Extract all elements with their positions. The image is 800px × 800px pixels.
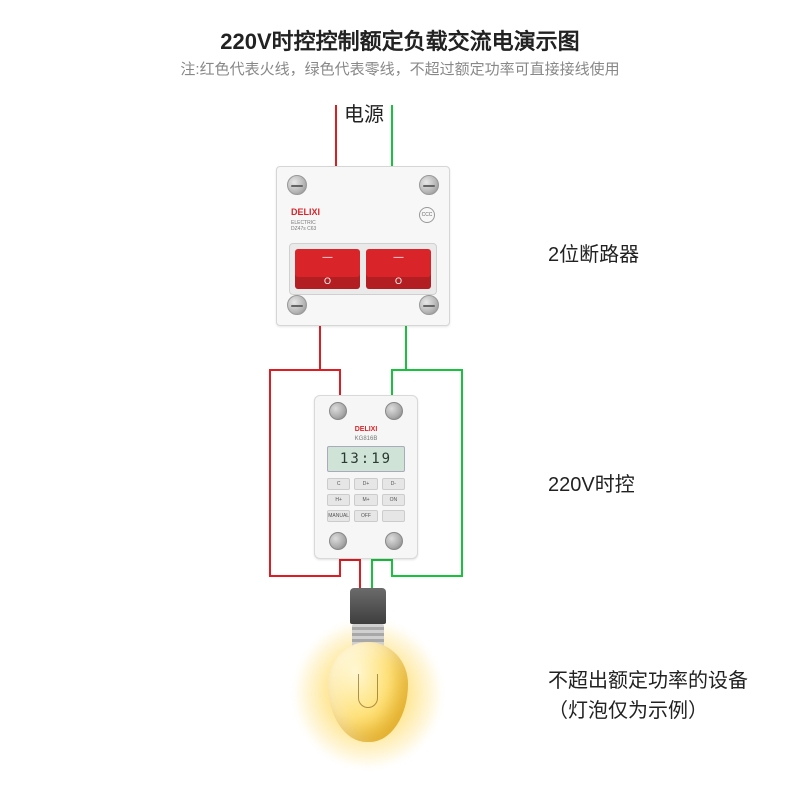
breaker-screw-icon	[419, 295, 439, 315]
breaker-top-terminals	[287, 175, 439, 197]
label-power: 电源	[344, 98, 384, 127]
breaker-screw-icon	[287, 175, 307, 195]
neutral-wire	[392, 326, 406, 397]
breaker-rocker-well	[289, 243, 437, 295]
label-load-line1: 不超出额定功率的设备	[548, 670, 748, 692]
timer-button: D+	[354, 478, 377, 490]
timer-button: D-	[382, 478, 405, 490]
live-wire	[340, 560, 360, 590]
timer-brand: DELIXI	[315, 426, 417, 433]
timer-button: H+	[327, 494, 350, 506]
timer-switch: DELIXI KG816B 13:19 C D+ D- H+ M+ ON MAN…	[314, 395, 418, 559]
breaker-rocker	[366, 249, 431, 289]
live-wire	[320, 326, 340, 397]
timer-button: MANUAL	[327, 510, 350, 522]
timer-top-terminals	[329, 402, 403, 422]
bulb-socket	[350, 588, 386, 624]
breaker-screw-icon	[419, 175, 439, 195]
timer-button: OFF	[354, 510, 377, 522]
light-bulb	[312, 588, 424, 758]
timer-lcd: 13:19	[327, 446, 405, 472]
page-subtitle: 注:红色代表火线，绿色代表零线，不超过额定功率可直接接线使用	[0, 58, 800, 79]
timer-button: C	[327, 478, 350, 490]
timer-terminal-icon	[329, 402, 347, 420]
page-title: 220V时控控制额定负载交流电演示图	[0, 24, 800, 56]
breaker-brand: DELIXI	[291, 207, 320, 217]
label-breaker: 2位断路器	[548, 238, 639, 267]
bulb-filament-icon	[358, 674, 378, 708]
label-timer: 220V时控	[548, 468, 635, 497]
timer-terminal-icon	[385, 532, 403, 550]
timer-buttons: C D+ D- H+ M+ ON MANUAL OFF	[327, 478, 405, 522]
circuit-breaker: DELIXI ELECTRIC DZ47s C63 CCC	[276, 166, 450, 326]
timer-button: M+	[354, 494, 377, 506]
breaker-rocker	[295, 249, 360, 289]
breaker-rating: C63	[307, 226, 316, 232]
timer-bottom-terminals	[329, 532, 403, 552]
neutral-wire	[372, 560, 392, 590]
timer-model: KG816B	[315, 436, 417, 442]
timer-button: ON	[382, 494, 405, 506]
timer-button	[382, 510, 405, 522]
timer-terminal-icon	[329, 532, 347, 550]
breaker-bottom-terminals	[287, 295, 439, 317]
timer-terminal-icon	[385, 402, 403, 420]
label-load: 不超出额定功率的设备 （灯泡仅为示例）	[548, 666, 748, 726]
label-load-line2: （灯泡仅为示例）	[548, 700, 708, 722]
breaker-screw-icon	[287, 295, 307, 315]
breaker-series: DZ47s	[291, 226, 306, 232]
breaker-sub: ELECTRIC DZ47s C63	[291, 220, 316, 232]
ccc-mark-icon: CCC	[419, 207, 435, 223]
